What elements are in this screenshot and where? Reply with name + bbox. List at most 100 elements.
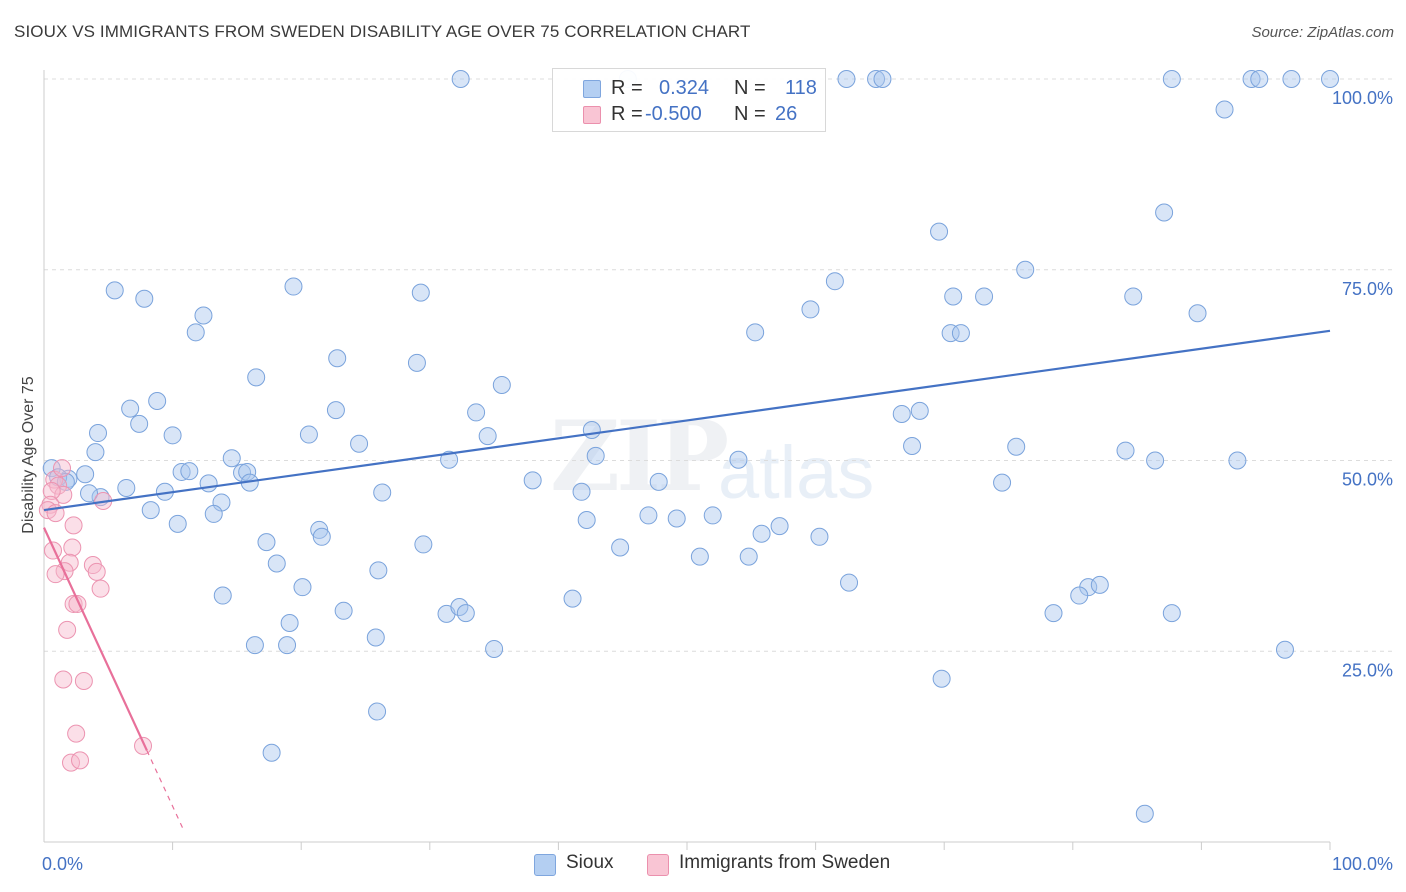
sioux-point-54 bbox=[1228, 451, 1247, 470]
legend-n-label: N = bbox=[734, 77, 766, 99]
sweden-point-22 bbox=[74, 672, 93, 691]
sioux-point-33 bbox=[148, 391, 167, 410]
sioux-point-37 bbox=[892, 404, 911, 423]
sweden-point-18 bbox=[91, 579, 110, 598]
y-tick-label-25: 25.0% bbox=[1342, 660, 1393, 680]
sweden-point-3 bbox=[42, 482, 61, 501]
sioux-point-90 bbox=[611, 538, 630, 557]
legend-swatch-sweden bbox=[583, 106, 601, 124]
x-tick-label-min: 0.0% bbox=[42, 854, 83, 874]
sweden-point-20 bbox=[58, 620, 77, 639]
sioux-point-111 bbox=[485, 639, 504, 658]
watermark-atlas: atlas bbox=[718, 431, 875, 514]
sioux-point-79 bbox=[667, 509, 686, 528]
sweden-point-19 bbox=[46, 565, 65, 584]
sioux-point-106 bbox=[1162, 604, 1181, 623]
legend-swatch-sioux bbox=[534, 854, 556, 876]
sioux-point-100 bbox=[1070, 586, 1089, 605]
sioux-point-52 bbox=[440, 450, 459, 469]
sioux-point-42 bbox=[299, 425, 318, 444]
trend-line-sweden bbox=[43, 527, 148, 751]
trend-line-sioux bbox=[43, 329, 1331, 512]
sweden-point-8 bbox=[63, 538, 82, 557]
sioux-point-38 bbox=[910, 401, 929, 420]
sioux-point-89 bbox=[414, 535, 433, 554]
sioux-point-86 bbox=[770, 517, 789, 536]
sioux-point-82 bbox=[168, 514, 187, 533]
sioux-point-68 bbox=[993, 473, 1012, 492]
tick-labels: 25.0% 50.0% 75.0% 100.0% 0.0% 100.0% bbox=[42, 88, 1393, 874]
sioux-point-49 bbox=[1116, 441, 1135, 460]
sioux-point-53 bbox=[1146, 451, 1165, 470]
sioux-point-30 bbox=[407, 353, 426, 372]
sioux-point-81 bbox=[577, 511, 596, 530]
y-axis-label: Disability Age Over 75 bbox=[20, 376, 37, 534]
source-label: Source: ZipAtlas.com bbox=[1251, 24, 1394, 41]
sweden-point-2 bbox=[54, 485, 73, 504]
sioux-point-45 bbox=[86, 443, 105, 462]
correlation-legend: R = 0.324 N = 118 R = -0.500 N = 26 bbox=[552, 68, 826, 132]
sioux-point-11 bbox=[1155, 203, 1174, 222]
sioux-point-101 bbox=[334, 601, 353, 620]
sioux-point-93 bbox=[369, 561, 388, 580]
sioux-point-72 bbox=[373, 483, 392, 502]
sioux-point-50 bbox=[586, 446, 605, 465]
sioux-point-23 bbox=[1188, 304, 1207, 323]
sioux-point-99 bbox=[563, 589, 582, 608]
sioux-point-73 bbox=[572, 482, 591, 501]
sioux-point-24 bbox=[194, 306, 213, 325]
sioux-point-65 bbox=[238, 462, 257, 481]
sioux-point-95 bbox=[840, 573, 859, 592]
sioux-point-94 bbox=[293, 578, 312, 597]
sioux-point-85 bbox=[752, 524, 771, 543]
sweden-point-26 bbox=[71, 751, 90, 770]
sioux-point-105 bbox=[1044, 604, 1063, 623]
sioux-point-76 bbox=[141, 501, 160, 520]
legend-label-sioux: Sioux bbox=[566, 852, 614, 873]
sioux-point-107 bbox=[280, 614, 299, 633]
sioux-point-84 bbox=[312, 527, 331, 546]
sioux-point-46 bbox=[350, 434, 369, 453]
trend-lines bbox=[43, 329, 1331, 832]
sioux-point-114 bbox=[368, 702, 387, 721]
sioux-point-115 bbox=[262, 743, 281, 762]
sioux-point-108 bbox=[366, 628, 385, 647]
sioux-point-26 bbox=[746, 323, 765, 342]
sioux-point-12 bbox=[930, 222, 949, 241]
sioux-point-57 bbox=[172, 462, 191, 481]
sioux-point-20 bbox=[975, 287, 994, 306]
x-tick-label-max: 100.0% bbox=[1332, 854, 1393, 874]
sioux-point-113 bbox=[932, 669, 951, 688]
sioux-point-36 bbox=[467, 403, 486, 422]
sioux-point-98 bbox=[213, 586, 232, 605]
sioux-point-29 bbox=[328, 349, 347, 368]
sioux-point-35 bbox=[326, 401, 345, 420]
sioux-point-14 bbox=[825, 272, 844, 291]
legend-row-sioux: R = 0.324 N = 118 bbox=[553, 75, 825, 103]
sioux-point-83 bbox=[310, 520, 329, 539]
sioux-point-13 bbox=[1016, 260, 1035, 279]
legend-row-sweden: R = -0.500 N = 26 bbox=[553, 101, 825, 129]
chart-title: SIOUX VS IMMIGRANTS FROM SWEDEN DISABILI… bbox=[14, 22, 751, 41]
y-tick-label-75: 75.0% bbox=[1342, 279, 1393, 299]
series-sioux bbox=[42, 70, 1339, 823]
legend-n-value: 118 bbox=[785, 77, 817, 99]
sioux-point-2 bbox=[837, 70, 856, 88]
sioux-point-110 bbox=[278, 636, 297, 655]
sioux-point-3 bbox=[867, 70, 886, 88]
sioux-point-112 bbox=[1275, 640, 1294, 659]
sioux-point-55 bbox=[222, 449, 241, 468]
legend-label-sweden: Immigrants from Sweden bbox=[679, 852, 891, 873]
sioux-point-0 bbox=[451, 70, 470, 88]
sioux-point-69 bbox=[117, 478, 136, 497]
sioux-point-15 bbox=[105, 281, 124, 300]
sioux-point-74 bbox=[80, 484, 99, 503]
sweden-point-7 bbox=[53, 459, 72, 478]
sioux-point-39 bbox=[130, 414, 149, 433]
sioux-point-22 bbox=[801, 300, 820, 319]
sioux-point-92 bbox=[267, 554, 286, 573]
sioux-point-118 bbox=[523, 471, 542, 490]
legend-r-value: -0.500 bbox=[645, 103, 702, 125]
legend-r-label: R = bbox=[611, 77, 643, 99]
sioux-point-7 bbox=[1250, 70, 1269, 88]
